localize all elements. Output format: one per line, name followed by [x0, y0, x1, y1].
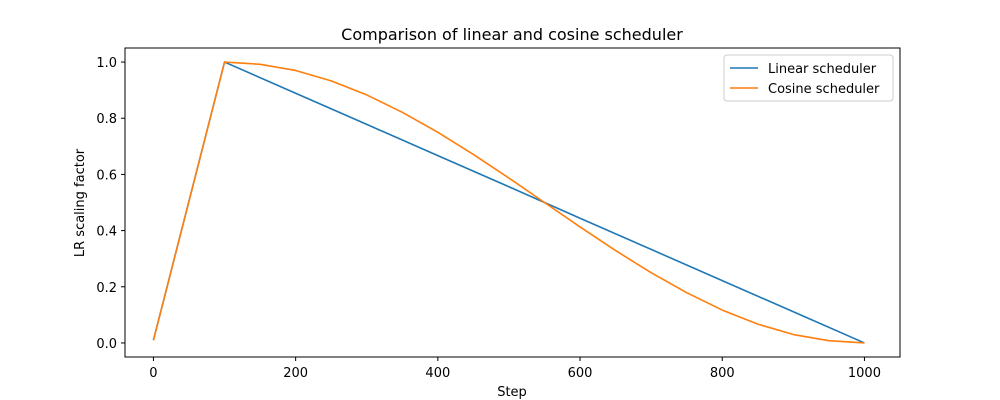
- chart-title: Comparison of linear and cosine schedule…: [341, 25, 683, 44]
- legend-label: Cosine scheduler: [768, 82, 880, 97]
- x-tick-label: 1000: [848, 366, 881, 381]
- y-tick-label: 0.2: [96, 281, 117, 296]
- x-axis-label: Step: [497, 385, 527, 400]
- series-line-cosine: [152, 61, 865, 344]
- x-tick-label: 800: [710, 366, 735, 381]
- x-tick-label: 600: [568, 366, 593, 381]
- y-axis: 0.0 0.2 0.4 0.6 0.8 1.0: [96, 56, 125, 352]
- legend: Linear scheduler Cosine scheduler: [723, 54, 894, 102]
- y-tick-label: 0.4: [96, 225, 117, 240]
- y-tick-label: 0.8: [96, 112, 117, 127]
- x-tick-label: 0: [149, 366, 157, 381]
- x-tick-label: 400: [425, 366, 450, 381]
- plot-frame: [124, 47, 901, 358]
- x-axis: 0 200 400 600 800 1000: [149, 357, 881, 381]
- y-axis-label: LR scaling factor: [73, 148, 88, 257]
- series-layer: [152, 61, 865, 344]
- x-tick-label: 200: [283, 366, 308, 381]
- legend-label: Linear scheduler: [768, 62, 877, 77]
- y-tick-label: 0.0: [96, 337, 117, 352]
- y-tick-label: 0.6: [96, 168, 117, 183]
- y-tick-label: 1.0: [96, 56, 117, 71]
- legend-box: [723, 54, 894, 102]
- series-line-linear: [152, 61, 865, 344]
